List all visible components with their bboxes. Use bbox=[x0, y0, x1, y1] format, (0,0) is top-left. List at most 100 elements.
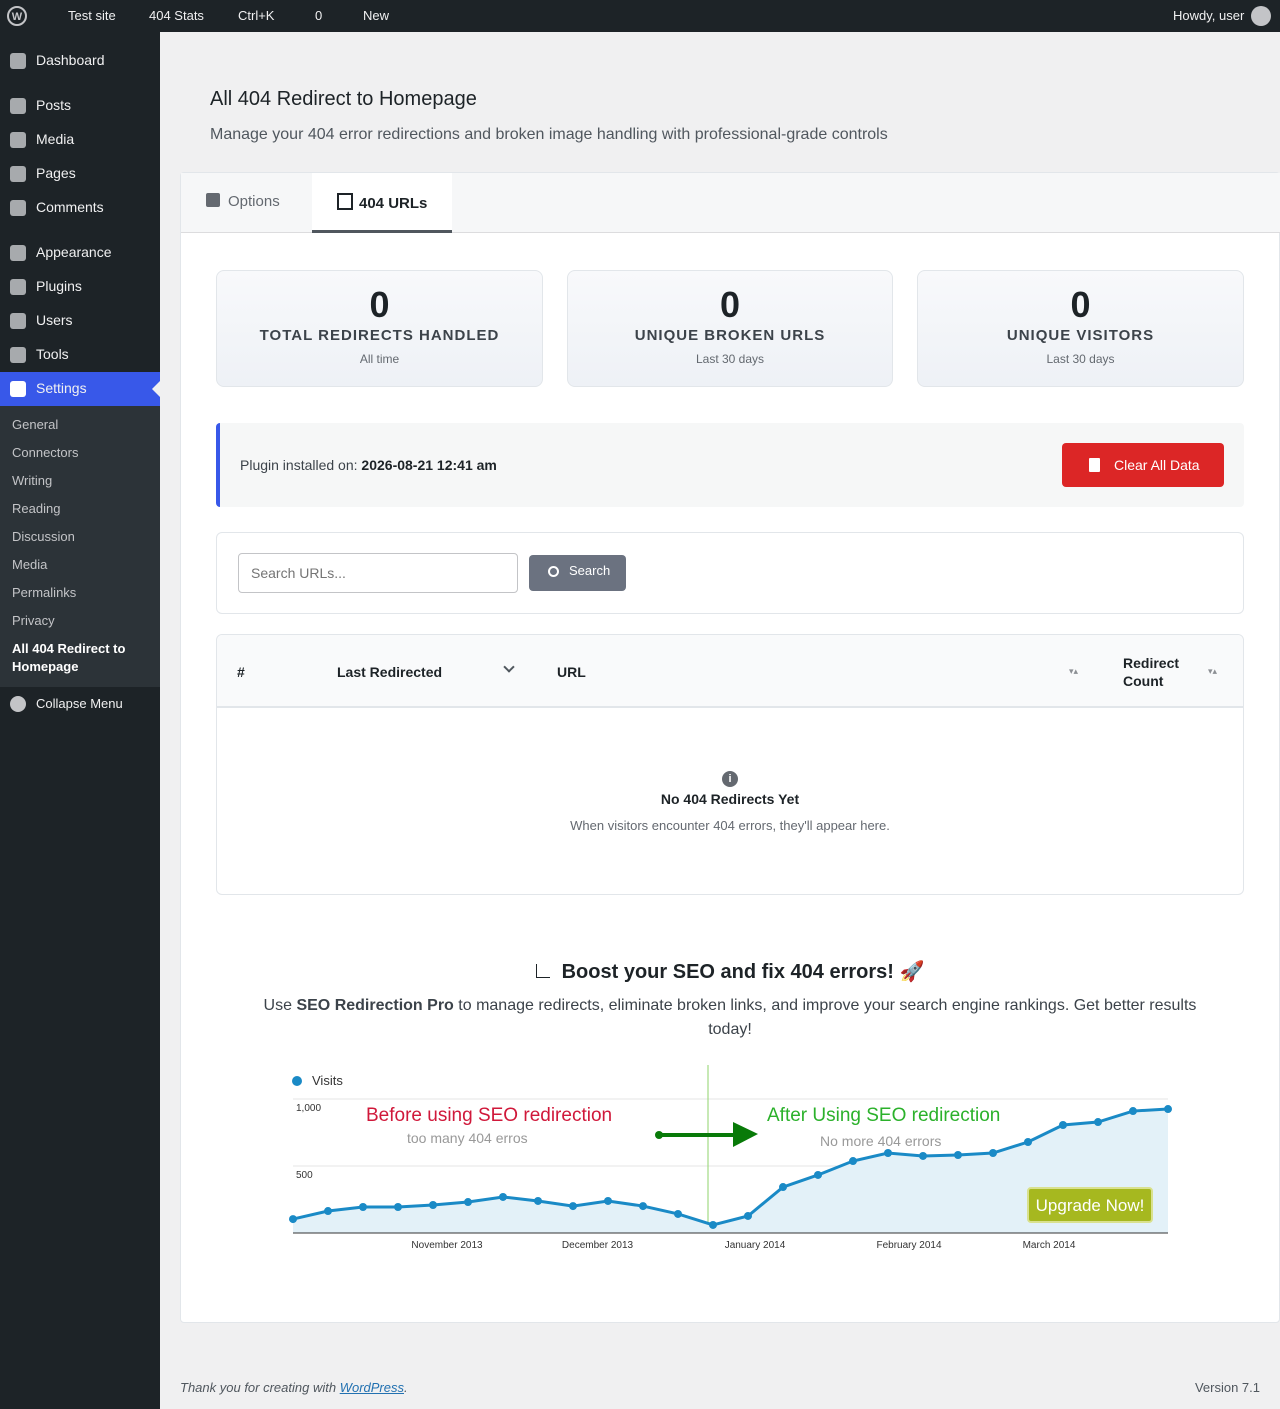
data-point bbox=[674, 1209, 682, 1218]
stat-label: UNIQUE BROKEN URLS bbox=[634, 327, 826, 344]
search-button[interactable]: Search bbox=[529, 555, 626, 591]
data-point bbox=[1024, 1138, 1032, 1147]
search-input[interactable] bbox=[238, 553, 518, 593]
annotation: After Using SEO redirection bbox=[767, 1105, 1000, 1126]
submenu-item[interactable]: Discussion bbox=[12, 529, 75, 544]
menu-icon bbox=[10, 200, 26, 216]
search-shortcut[interactable]: Ctrl+K bbox=[238, 8, 275, 23]
collapse-menu[interactable]: Collapse Menu bbox=[36, 696, 123, 711]
tab-icon bbox=[206, 193, 220, 207]
footer-version: Version 7.1 bbox=[1194, 1380, 1260, 1395]
admin-bar: W Test site 404 Stats Ctrl+K 0 New Howdy… bbox=[0, 0, 1280, 32]
menu-highlight bbox=[0, 372, 160, 406]
submenu bbox=[0, 406, 160, 687]
data-point bbox=[954, 1151, 962, 1160]
menu-item[interactable]: Comments bbox=[36, 199, 104, 215]
howdy[interactable]: Howdy, user bbox=[1173, 8, 1245, 23]
wp-logo[interactable]: W bbox=[7, 6, 27, 26]
area bbox=[293, 1109, 1168, 1233]
menu-arrow bbox=[152, 381, 160, 397]
column-header[interactable]: # bbox=[237, 664, 245, 680]
clear-data-button[interactable]: Clear All Data bbox=[1062, 443, 1224, 487]
menu-item[interactable]: Plugins bbox=[36, 278, 82, 294]
arrow-head bbox=[733, 1122, 758, 1147]
menu-item[interactable]: Media bbox=[36, 131, 75, 147]
stat-period: Last 30 days bbox=[695, 352, 765, 366]
tab-options[interactable]: Options bbox=[206, 193, 280, 210]
submenu-item[interactable]: Privacy bbox=[12, 613, 55, 628]
data-point bbox=[779, 1183, 787, 1192]
page-title: All 404 Redirect to Homepage bbox=[210, 88, 477, 110]
text: to manage redirects, eliminate broken li… bbox=[458, 997, 1197, 1038]
text: . bbox=[404, 1380, 408, 1395]
stat-card: 0 UNIQUE BROKEN URLS Last 30 days bbox=[567, 270, 893, 387]
menu-icon bbox=[10, 132, 26, 148]
menu-icon bbox=[10, 53, 26, 69]
data-point bbox=[919, 1151, 927, 1160]
submenu-item[interactable]: Permalinks bbox=[12, 585, 77, 600]
brand: SEO Redirection Pro bbox=[296, 997, 454, 1014]
stats-link[interactable]: 404 Stats bbox=[149, 8, 204, 23]
menu-item[interactable]: Dashboard bbox=[36, 52, 105, 68]
column-header[interactable]: URL bbox=[557, 664, 586, 680]
upgrade-button[interactable] bbox=[1027, 1187, 1153, 1223]
menu-item[interactable]: Posts bbox=[36, 97, 72, 113]
column-header[interactable]: Redirect Count bbox=[1123, 655, 1180, 689]
install-date: 2026-08-21 12:41 am bbox=[361, 457, 497, 473]
empty-text: When visitors encounter 404 errors, they… bbox=[570, 818, 890, 833]
submenu-item[interactable]: Writing bbox=[12, 473, 53, 488]
data-point bbox=[814, 1170, 822, 1179]
data-point bbox=[429, 1200, 437, 1209]
data-point bbox=[1129, 1107, 1137, 1116]
new-link[interactable]: New bbox=[363, 8, 390, 23]
info-icon: i bbox=[722, 771, 738, 787]
data-point bbox=[639, 1202, 647, 1211]
page-subtitle: Manage your 404 error redirections and b… bbox=[210, 126, 888, 143]
search-icon bbox=[548, 566, 559, 577]
annotation: too many 404 erros bbox=[407, 1130, 528, 1146]
menu-icon bbox=[10, 245, 26, 261]
menu-item[interactable]: Users bbox=[36, 312, 73, 328]
svg-text:W: W bbox=[12, 11, 23, 23]
data-point bbox=[884, 1149, 892, 1158]
submenu-item[interactable]: Connectors bbox=[12, 445, 79, 460]
data-point bbox=[394, 1203, 402, 1212]
install-label: Plugin installed on: bbox=[240, 457, 358, 473]
comments-count[interactable]: 0 bbox=[315, 8, 323, 23]
menu-item[interactable]: Appearance bbox=[36, 244, 112, 260]
submenu-item[interactable]: General bbox=[12, 417, 59, 432]
upgrade-label[interactable]: Upgrade Now! bbox=[1036, 1196, 1145, 1215]
empty-title: No 404 Redirects Yet bbox=[660, 791, 800, 807]
text: Thank you for creating with bbox=[180, 1380, 337, 1395]
menu-item[interactable]: Settings bbox=[36, 380, 87, 396]
data-point bbox=[569, 1202, 577, 1211]
submenu-item[interactable]: All 404 Redirect to Homepage bbox=[12, 641, 126, 674]
wordpress-link[interactable]: WordPress bbox=[339, 1380, 404, 1395]
data-point bbox=[849, 1157, 857, 1166]
data-point bbox=[534, 1196, 542, 1205]
submenu-item[interactable]: Media bbox=[12, 557, 48, 572]
tab-404-urls[interactable]: 404 URLs bbox=[312, 173, 452, 233]
admin-menu: Dashboard Posts Media Pages Comments Appearan… bbox=[0, 32, 160, 1409]
avatar[interactable] bbox=[1251, 6, 1271, 26]
data-point bbox=[989, 1149, 997, 1158]
sort-icon[interactable]: ▾▴ bbox=[1069, 666, 1079, 676]
arrow-tail bbox=[655, 1131, 663, 1139]
x-tick-label: November 2013 bbox=[411, 1240, 483, 1251]
menu-icon bbox=[10, 279, 26, 295]
data-point bbox=[709, 1220, 717, 1229]
annotation: Before using SEO redirection bbox=[366, 1105, 612, 1126]
tab-label: 404 URLs bbox=[359, 195, 428, 212]
column-header[interactable]: Last Redirected bbox=[337, 664, 443, 680]
menu-icon bbox=[10, 313, 26, 329]
menu-item[interactable]: Tools bbox=[36, 346, 69, 362]
submenu-item[interactable]: Reading bbox=[12, 501, 61, 516]
tab-label: Options bbox=[228, 193, 280, 210]
promo-title: Boost your SEO and fix 404 errors! 🚀 bbox=[230, 959, 1230, 984]
menu-item[interactable]: Pages bbox=[36, 165, 76, 181]
site-link[interactable]: Test site bbox=[68, 8, 116, 23]
sort-icon[interactable]: ▾▴ bbox=[1208, 666, 1218, 676]
data-point bbox=[1164, 1105, 1172, 1114]
promo-text: Use SEO Redirection Pro to manage redire… bbox=[250, 994, 1210, 1042]
